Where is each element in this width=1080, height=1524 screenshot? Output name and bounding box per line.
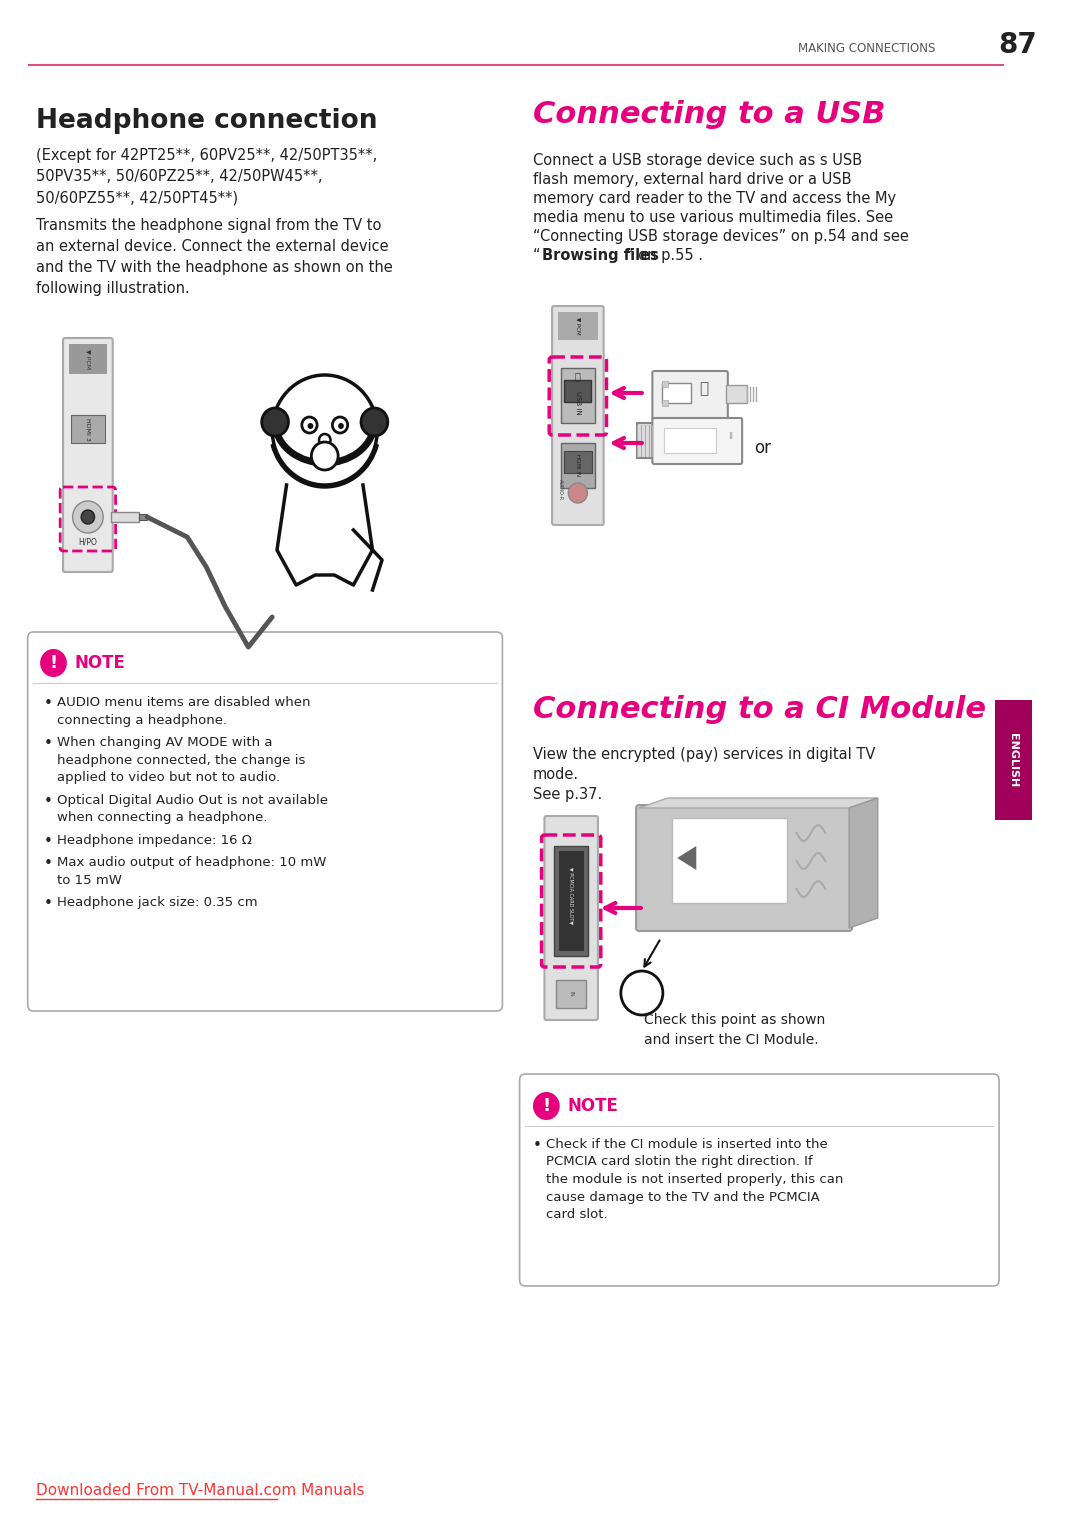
Text: •: •	[44, 696, 53, 712]
Text: mode.: mode.	[532, 767, 579, 782]
Text: •: •	[44, 896, 53, 911]
Text: Check this point as shown
and insert the CI Module.: Check this point as shown and insert the…	[644, 1013, 825, 1047]
FancyBboxPatch shape	[652, 370, 728, 421]
Text: Downloaded From TV-Manual.com Manuals: Downloaded From TV-Manual.com Manuals	[37, 1483, 365, 1498]
Circle shape	[532, 1093, 559, 1120]
FancyBboxPatch shape	[652, 418, 742, 463]
Text: Optical Digital Audio Out is not available
when connecting a headphone.: Optical Digital Audio Out is not availab…	[57, 794, 328, 824]
Circle shape	[301, 418, 318, 433]
Bar	[673, 818, 787, 904]
Bar	[561, 367, 595, 424]
Text: •: •	[44, 856, 53, 872]
Circle shape	[319, 434, 330, 447]
Text: MAKING CONNECTIONS: MAKING CONNECTIONS	[797, 41, 935, 55]
Text: View the encrypted (pay) services in digital TV: View the encrypted (pay) services in dig…	[532, 747, 876, 762]
Bar	[111, 512, 139, 523]
Text: ⭧: ⭧	[575, 370, 581, 381]
Text: “Connecting USB storage devices” on p.54 and see: “Connecting USB storage devices” on p.54…	[532, 229, 909, 244]
Text: ▼ PCMCIA CARD SLOT▼: ▼ PCMCIA CARD SLOT▼	[569, 867, 573, 925]
FancyBboxPatch shape	[544, 815, 598, 1020]
Text: Headphone connection: Headphone connection	[37, 108, 378, 134]
Bar	[564, 451, 592, 472]
Text: flash memory, external hard drive or a USB: flash memory, external hard drive or a U…	[532, 172, 851, 187]
Circle shape	[272, 375, 377, 485]
Text: AUDIO-R: AUDIO-R	[557, 479, 563, 500]
Text: “: “	[532, 248, 540, 264]
Circle shape	[261, 408, 288, 436]
Bar	[726, 386, 747, 402]
Text: Headphone impedance: 16 Ω: Headphone impedance: 16 Ω	[57, 834, 253, 846]
Text: (Except for 42PT25**, 60PV25**, 42/50PT35**,
50PV35**, 50/60PZ25**, 42/50PW45**,: (Except for 42PT25**, 60PV25**, 42/50PT3…	[37, 148, 378, 206]
Text: !: !	[542, 1097, 551, 1116]
Text: ▼ PCM: ▼ PCM	[576, 317, 580, 335]
Text: •: •	[44, 736, 53, 751]
Bar	[558, 850, 583, 951]
Text: ⭧: ⭧	[700, 381, 708, 396]
Text: !: !	[50, 654, 57, 672]
Bar	[637, 424, 658, 459]
Text: Connecting to a CI Module: Connecting to a CI Module	[532, 695, 986, 724]
Text: NOTE: NOTE	[75, 654, 125, 672]
Text: Connecting to a USB: Connecting to a USB	[532, 101, 886, 130]
Bar	[554, 846, 589, 956]
Text: Check if the CI module is inserted into the
PCMCIA card slotin the right directi: Check if the CI module is inserted into …	[546, 1138, 843, 1221]
Polygon shape	[639, 799, 878, 808]
Text: Headphone jack size: 0.35 cm: Headphone jack size: 0.35 cm	[57, 896, 258, 908]
Text: When changing AV MODE with a
headphone connected, the change is
applied to video: When changing AV MODE with a headphone c…	[57, 736, 306, 783]
Bar	[662, 399, 667, 405]
Circle shape	[81, 511, 95, 524]
Text: Transmits the headphone signal from the TV to
an external device. Connect the ex: Transmits the headphone signal from the …	[37, 218, 393, 296]
Text: ▼ PCM: ▼ PCM	[85, 349, 91, 369]
FancyBboxPatch shape	[63, 338, 112, 572]
Text: memory card reader to the TV and access the My: memory card reader to the TV and access …	[532, 190, 896, 206]
Text: NOTE: NOTE	[567, 1097, 618, 1116]
Circle shape	[338, 424, 343, 428]
Text: See p.37.: See p.37.	[532, 786, 603, 802]
Circle shape	[361, 408, 388, 436]
Text: HDMI 3: HDMI 3	[85, 418, 91, 440]
Text: AUDIO menu items are disabled when
connecting a headphone.: AUDIO menu items are disabled when conne…	[57, 696, 311, 727]
Text: Max audio output of headphone: 10 mW
to 15 mW: Max audio output of headphone: 10 mW to …	[57, 856, 326, 887]
Bar	[565, 379, 591, 402]
Circle shape	[311, 442, 338, 469]
Bar	[69, 344, 107, 373]
Text: IN: IN	[569, 991, 573, 997]
Wedge shape	[271, 430, 378, 488]
Polygon shape	[677, 846, 697, 870]
Text: II: II	[728, 431, 733, 440]
Text: Connect a USB storage device such as s USB: Connect a USB storage device such as s U…	[532, 152, 862, 168]
Bar	[662, 383, 690, 402]
Text: Browsing files: Browsing files	[541, 248, 659, 264]
FancyBboxPatch shape	[996, 700, 1031, 820]
Circle shape	[40, 649, 67, 677]
Text: 87: 87	[998, 30, 1037, 59]
Text: •: •	[44, 794, 53, 809]
Text: H/PO: H/PO	[79, 536, 97, 546]
Text: •: •	[532, 1138, 542, 1154]
Circle shape	[333, 418, 348, 433]
FancyBboxPatch shape	[552, 306, 604, 524]
Text: or: or	[755, 439, 771, 457]
Bar	[664, 428, 716, 453]
Text: media menu to use various multimedia files. See: media menu to use various multimedia fil…	[532, 210, 893, 226]
Circle shape	[72, 501, 104, 533]
Bar	[662, 381, 667, 387]
Circle shape	[308, 424, 313, 428]
Text: ” on p.55 .: ” on p.55 .	[625, 248, 703, 264]
Bar	[70, 415, 105, 443]
FancyBboxPatch shape	[519, 1074, 999, 1286]
Bar	[561, 443, 595, 488]
Text: HDMI IN: HDMI IN	[576, 454, 580, 475]
FancyBboxPatch shape	[636, 805, 852, 931]
Bar	[139, 514, 147, 520]
FancyBboxPatch shape	[28, 632, 502, 1010]
Polygon shape	[849, 799, 878, 928]
Text: ENGLISH: ENGLISH	[1009, 733, 1018, 786]
Text: USB IN: USB IN	[575, 392, 581, 415]
Bar	[557, 312, 598, 340]
Bar	[556, 980, 586, 1007]
Text: •: •	[44, 834, 53, 849]
Circle shape	[568, 483, 588, 503]
